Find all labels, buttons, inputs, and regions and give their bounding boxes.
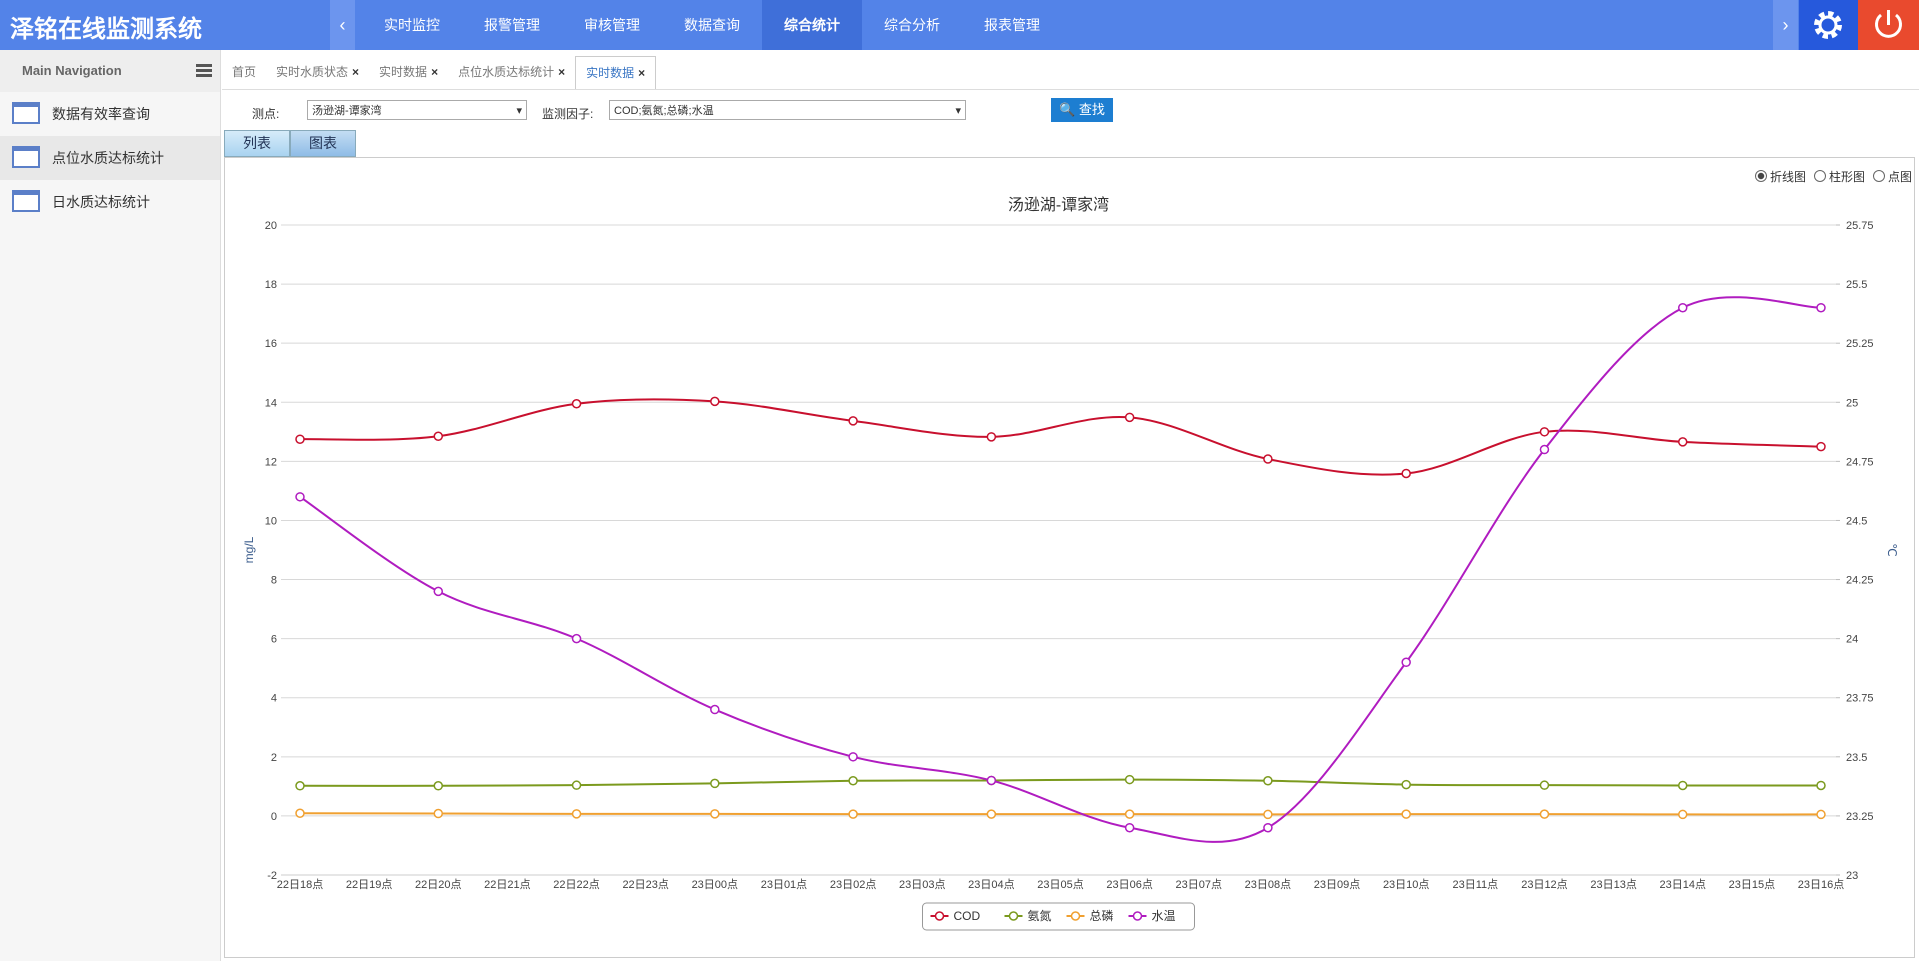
view-tab[interactable]: 图表: [290, 130, 356, 157]
item-icon: [12, 146, 40, 168]
settings-button[interactable]: [1799, 0, 1858, 50]
view-tabs: 列表 图表: [224, 130, 356, 157]
sidebar-item-text: 数据有效率查询: [52, 106, 150, 122]
search-text: 查找: [1078, 102, 1105, 117]
tab[interactable]: 实时水质状态 ×: [266, 56, 369, 88]
sidebar-item-text: 日水质达标统计: [52, 194, 150, 210]
header: 泽铭在线监测系统 ‹ 实时监控 报警管理 审核管理 数据查询 综合统计 综合分析 报表管理 …: [0, 0, 1919, 50]
chart-type-radio[interactable]: 柱形图: [1814, 168, 1865, 185]
sidebar: Main Navigation 数据有效率查询 点位水质达标统计 日水质达标统计: [0, 50, 221, 961]
sidebar-item[interactable]: 日水质达标统计: [0, 180, 220, 224]
logout-button[interactable]: [1858, 0, 1919, 50]
station-label: 测点:: [252, 107, 280, 121]
menu-icon[interactable]: [196, 64, 212, 67]
top-nav: 实时监控 报警管理 审核管理 数据查询 综合统计 综合分析 报表管理: [362, 0, 1062, 50]
tab-text: 实时数据: [379, 65, 428, 79]
chart-type-radio[interactable]: 折线图: [1755, 168, 1806, 185]
sidebar-list: 数据有效率查询 点位水质达标统计 日水质达标统计: [0, 92, 220, 224]
tab[interactable]: 首页: [222, 56, 266, 88]
tab[interactable]: 实时数据 ×: [369, 56, 448, 88]
gear-icon: [1814, 11, 1842, 39]
tab-text: 点位水质达标统计: [458, 65, 555, 79]
tab-text: 实时数据: [586, 66, 635, 80]
nav-item[interactable]: 实时监控: [384, 17, 440, 33]
tab-close[interactable]: ×: [558, 65, 566, 79]
chart-type-options: 折线图 柱形图 点图: [1747, 168, 1912, 185]
tab-close[interactable]: ×: [352, 65, 360, 79]
search-button[interactable]: 🔍 查找: [1051, 98, 1113, 122]
tab-close[interactable]: ×: [638, 66, 646, 80]
item-icon: [12, 102, 40, 124]
sidebar-item[interactable]: 点位水质达标统计: [0, 136, 220, 180]
nav-item[interactable]: 报警管理: [484, 17, 540, 33]
chart-type-radio[interactable]: 点图: [1873, 168, 1912, 185]
nav-item[interactable]: 审核管理: [584, 17, 640, 33]
chart-panel: 折线图 柱形图 点图: [224, 157, 1915, 958]
view-tab[interactable]: 列表: [224, 130, 290, 157]
tab-strip: 首页 实时水质状态 × 实时数据 × 点位水质达标统计 × 实时数据 ×: [222, 56, 657, 90]
tab-text: 实时水质状态: [276, 65, 349, 79]
factor-select[interactable]: COD;氨氮;总磷;水温: [609, 100, 966, 121]
nav-item[interactable]: 综合分析: [884, 17, 940, 33]
app-title: 泽铭在线监测系统: [10, 16, 202, 43]
tab[interactable]: 实时数据 ×: [575, 56, 657, 89]
nav-next[interactable]: ›: [1773, 0, 1798, 50]
tab-close[interactable]: ×: [431, 65, 439, 79]
nav-item[interactable]: 报表管理: [984, 17, 1040, 33]
sidebar-item[interactable]: 数据有效率查询: [0, 92, 220, 136]
sidebar-item-text: 点位水质达标统计: [52, 150, 164, 166]
nav-item[interactable]: 数据查询: [684, 17, 740, 33]
station-select[interactable]: 汤逊湖-谭家湾: [307, 100, 527, 121]
tab[interactable]: 点位水质达标统计 ×: [448, 56, 575, 88]
tab-text: 首页: [232, 65, 257, 79]
item-icon: [12, 190, 40, 212]
nav-prev[interactable]: ‹: [330, 0, 355, 50]
power-icon: [1875, 10, 1902, 38]
factor-label: 监测因子:: [542, 107, 594, 121]
sidebar-title: Main Navigation: [0, 50, 220, 92]
nav-item[interactable]: 综合统计: [762, 0, 862, 50]
